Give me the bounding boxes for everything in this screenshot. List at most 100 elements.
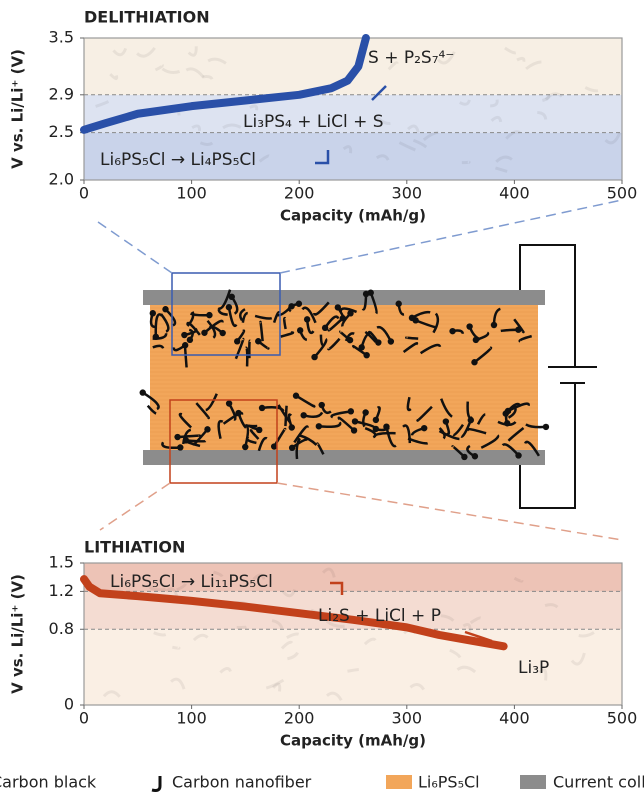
- carbon-nanofiber: [285, 406, 286, 426]
- x-tick-label: 300: [392, 184, 423, 203]
- carbon-black: [395, 301, 401, 307]
- carbon-black: [201, 330, 207, 336]
- carbon-black: [466, 323, 472, 329]
- x-tick-label: 100: [176, 184, 207, 203]
- y-tick-label: 0: [64, 695, 74, 714]
- carbon-black: [363, 352, 369, 358]
- carbon-black: [153, 334, 159, 340]
- carbon-black: [177, 444, 183, 450]
- carbon-black: [421, 425, 427, 431]
- legend-icon: [520, 775, 546, 789]
- carbon-black: [259, 405, 265, 411]
- carbon-black: [162, 306, 168, 312]
- x-axis-label: Capacity (mAh/g): [280, 207, 426, 225]
- carbon-black: [289, 445, 295, 451]
- carbon-black: [187, 337, 193, 343]
- annotation: Li₆PS₅Cl → Li₄PS₅Cl: [100, 150, 256, 170]
- x-tick-label: 0: [79, 184, 89, 203]
- carbon-black: [322, 325, 328, 331]
- chart-title: LITHIATION: [84, 538, 185, 557]
- carbon-black: [363, 291, 369, 297]
- carbon-black: [491, 322, 497, 328]
- carbon-black: [409, 315, 415, 321]
- carbon-black: [351, 427, 357, 433]
- carbon-black: [543, 424, 549, 430]
- carbon-black: [234, 338, 240, 344]
- carbon-black: [293, 393, 299, 399]
- carbon-black: [461, 454, 467, 460]
- carbon-black: [289, 424, 295, 430]
- carbon-black: [297, 327, 303, 333]
- x-tick-label: 400: [499, 709, 530, 728]
- carbon-black: [296, 301, 302, 307]
- current-collector: [143, 290, 545, 305]
- x-tick-label: 300: [392, 709, 423, 728]
- y-tick-label: 3.5: [49, 28, 74, 47]
- legend-nanofiber: Carbon nanofiber: [172, 773, 312, 792]
- carbon-black: [443, 418, 449, 424]
- carbon-black: [362, 409, 368, 415]
- carbon-nanofiber: [185, 346, 187, 367]
- carbon-black: [311, 354, 317, 360]
- carbon-black: [226, 304, 232, 310]
- carbon-black: [388, 338, 394, 344]
- carbon-black: [242, 444, 248, 450]
- carbon-black: [181, 332, 187, 338]
- x-tick-label: 500: [607, 184, 638, 203]
- current-collector: [143, 450, 545, 465]
- y-tick-label: 0.8: [49, 619, 74, 638]
- carbon-black: [375, 339, 381, 345]
- chart-title: DELITHIATION: [84, 8, 210, 27]
- carbon-black: [219, 330, 225, 336]
- carbon-black: [340, 315, 346, 321]
- x-tick-label: 0: [79, 709, 89, 728]
- carbon-black: [150, 310, 156, 316]
- x-tick-label: 500: [607, 709, 638, 728]
- annotation: Li₃PS₄ + LiCl + S: [243, 112, 384, 132]
- zoom-line: [100, 483, 622, 540]
- carbon-black: [304, 316, 310, 322]
- carbon-black: [358, 344, 364, 350]
- x-tick-label: 100: [176, 709, 207, 728]
- carbon-black: [174, 434, 180, 440]
- y-tick-label: 2.5: [49, 122, 74, 141]
- y-tick-label: 2.0: [49, 170, 74, 189]
- carbon-black: [472, 453, 478, 459]
- band: [84, 38, 622, 95]
- y-axis-label: V vs. Li/Li⁺ (V): [9, 574, 27, 694]
- bg-fiber: [347, 669, 358, 671]
- carbon-black: [373, 417, 379, 423]
- carbon-black: [204, 426, 210, 432]
- carbon-black: [226, 400, 232, 406]
- carbon-black: [183, 437, 189, 443]
- y-tick-label: 1.2: [49, 581, 74, 600]
- legend-electrolyte: Li₆PS₅Cl: [418, 773, 480, 792]
- y-axis-label: V vs. Li/Li⁺ (V): [9, 49, 27, 169]
- carbon-black: [255, 338, 261, 344]
- carbon-black: [316, 423, 322, 429]
- carbon-nanofiber: [284, 318, 285, 329]
- legend-carbon-black: Carbon black: [0, 773, 97, 792]
- legend-icon: [386, 775, 412, 789]
- carbon-black: [449, 328, 455, 334]
- carbon-black: [515, 452, 521, 458]
- y-tick-label: 2.9: [49, 84, 74, 103]
- carbon-nanofiber: [246, 348, 247, 367]
- legend-collector: Current collector: [553, 773, 644, 792]
- annotation: Li₃P: [518, 658, 549, 678]
- carbon-black: [256, 427, 262, 433]
- x-tick-label: 200: [284, 709, 315, 728]
- carbon-nanofiber: [178, 436, 200, 437]
- x-tick-label: 200: [284, 184, 315, 203]
- legend-icon: [152, 776, 160, 791]
- carbon-black: [206, 312, 212, 318]
- x-axis-label: Capacity (mAh/g): [280, 732, 426, 750]
- carbon-black: [504, 420, 510, 426]
- carbon-nanofiber: [406, 338, 418, 339]
- carbon-black: [352, 418, 358, 424]
- carbon-black: [140, 389, 146, 395]
- annotation: Li₂S + LiCl + P: [318, 606, 441, 626]
- x-tick-label: 400: [499, 184, 530, 203]
- carbon-black: [288, 303, 294, 309]
